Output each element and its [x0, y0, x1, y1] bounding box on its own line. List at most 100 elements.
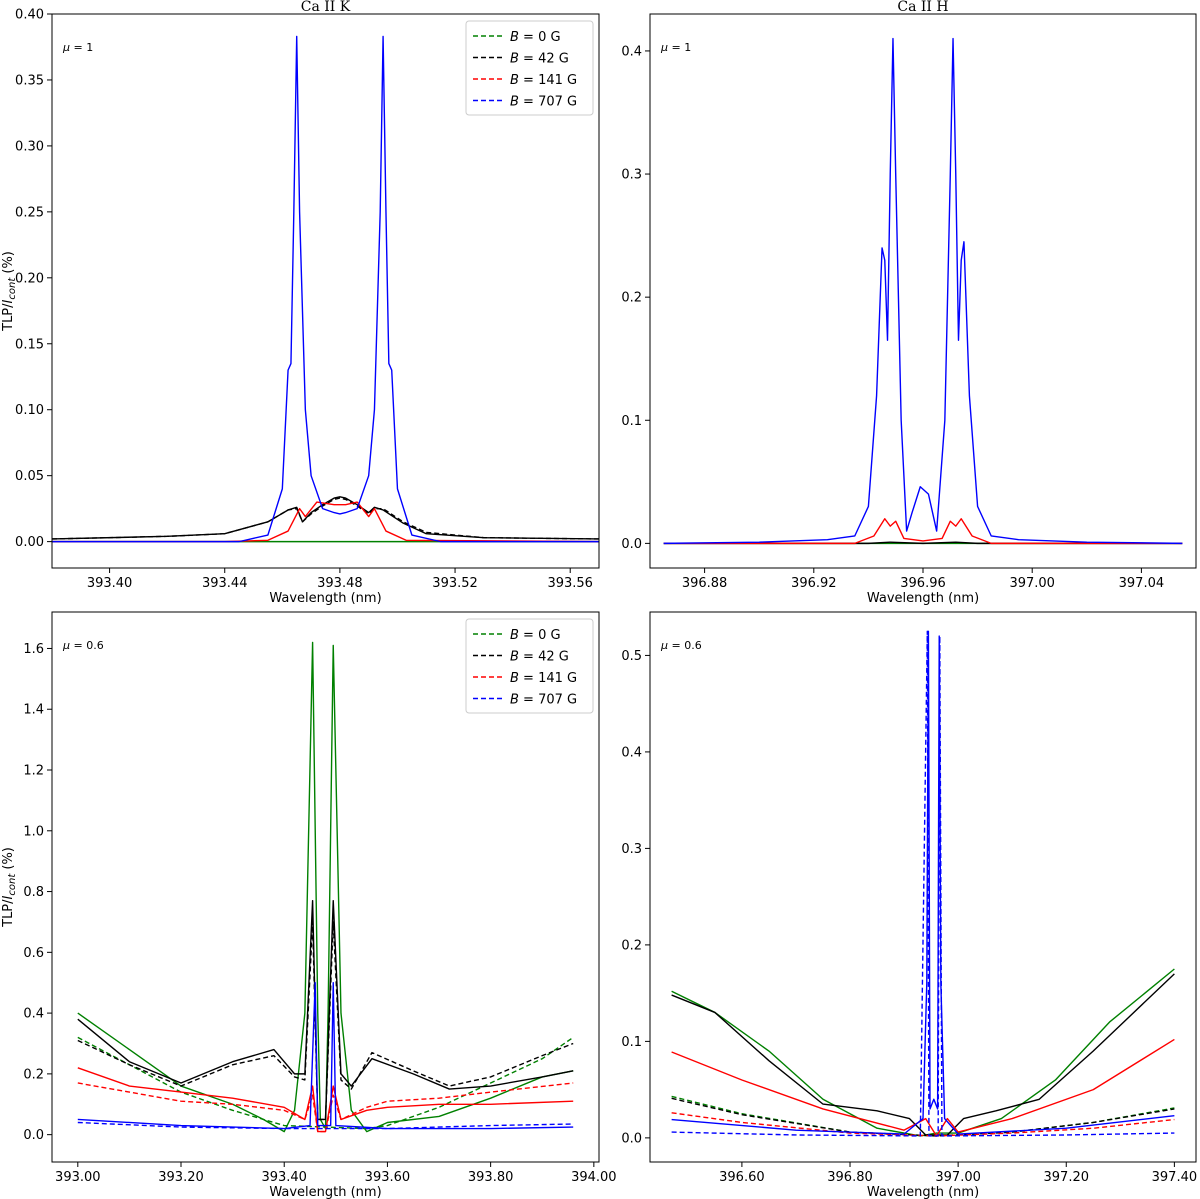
legend-entry-label: B = 707 G [510, 693, 577, 708]
y-tick-label: 0.15 [15, 337, 44, 352]
x-tick-label: 396.96 [900, 576, 946, 591]
x-axis-label: Wavelength (nm) [867, 591, 979, 606]
x-tick-label: 397.00 [1009, 576, 1055, 591]
series-group [671, 630, 1175, 1137]
axes-frame [51, 611, 600, 1163]
y-tick-label: 0.2 [621, 938, 642, 953]
series-group [52, 35, 599, 543]
x-tick-label: 393.56 [547, 576, 593, 591]
x-axis-label: Wavelength (nm) [867, 1185, 979, 1199]
legend-entry-label: B = 0 G [510, 628, 561, 643]
x-tick-label: 393.00 [55, 1170, 101, 1185]
chart-title: Ca II K [301, 0, 351, 15]
y-tick-label: 0.4 [621, 44, 642, 59]
panel-1: 393.40 393.44 393.48 393.52 393.56 0.00 0.05 0.… [1, 0, 600, 606]
x-axis-label: Wavelength (nm) [269, 1185, 381, 1199]
series-line-b-707-g [52, 35, 599, 543]
panel-3: 393.00 393.20 393.40 393.60 393.80 394.00 0.0 0… [1, 611, 617, 1199]
y-tick-label: 0.20 [15, 271, 44, 286]
x-tick-label: 393.60 [365, 1170, 411, 1185]
y-tick-label: 0.0 [23, 1128, 44, 1143]
y-tick-label: 0.2 [23, 1067, 44, 1082]
y-tick-label: 0.30 [15, 139, 44, 154]
series-line-b-42-g [663, 541, 1183, 545]
x-tick-label: 396.88 [682, 576, 728, 591]
panel-4: 396.60 396.80 397.00 397.20 397.40 0.0 0.1 0.2 0… [621, 611, 1198, 1199]
axes-frame [51, 13, 600, 569]
legend-entry-label: B = 141 G [510, 671, 577, 686]
mu-annotation: μ = 0.6 [62, 639, 104, 652]
y-tick-label: 0.10 [15, 403, 44, 418]
x-axis-label: Wavelength (nm) [269, 591, 381, 606]
legend-entry-label: B = 42 G [510, 52, 569, 67]
legend-entry-label: B = 0 G [510, 30, 561, 45]
series-line-b-707-g-dashed [77, 1121, 574, 1130]
y-tick-label: 0.40 [15, 8, 44, 23]
y-axis-label: TLP/Icont (%) [1, 847, 18, 928]
legend-frame [465, 618, 594, 714]
x-tick-label: 396.60 [719, 1170, 765, 1185]
series-line-b-42-g [77, 899, 574, 1121]
y-axis-label: TLP/Icont (%) [1, 251, 18, 332]
series-line-b-707-g [671, 630, 1175, 1135]
y-tick-label: 1.2 [23, 764, 44, 779]
x-tick-label: 393.40 [261, 1170, 307, 1185]
series-line-b-707-g-dashed [671, 630, 1175, 1137]
legend-entry-label: B = 141 G [510, 73, 577, 88]
x-tick-label: 397.04 [1119, 576, 1165, 591]
mu-annotation: μ = 1 [62, 41, 93, 54]
y-tick-label: 0.25 [15, 205, 44, 220]
y-tick-label: 0.5 [621, 649, 642, 664]
y-tick-label: 1.6 [23, 642, 44, 657]
series-group [663, 37, 1183, 545]
series-line-b-42-g-dashed [52, 497, 599, 540]
series-line-b-42-g [52, 496, 599, 540]
y-tick-label: 0.1 [621, 414, 642, 429]
series-line-b-141-g [52, 501, 599, 543]
legend-entry-label: B = 707 G [510, 95, 577, 110]
y-tick-label: 0.8 [23, 885, 44, 900]
series-line-b-141-g [671, 1038, 1175, 1137]
x-tick-label: 393.44 [202, 576, 248, 591]
chart-title: Ca II H [897, 0, 948, 15]
y-tick-label: 0.35 [15, 73, 44, 88]
y-tick-label: 0.3 [621, 842, 642, 857]
series-line-b-707-g [663, 37, 1183, 545]
x-tick-label: 393.20 [158, 1170, 204, 1185]
series-line-b-707-g [77, 982, 574, 1130]
axes-frame [649, 611, 1197, 1163]
y-tick-label: 0.00 [15, 535, 44, 550]
x-tick-label: 393.48 [317, 576, 363, 591]
x-tick-label: 396.92 [791, 576, 837, 591]
series-line-b-42-g-dashed [77, 921, 574, 1121]
series-line-b-0-g [77, 641, 574, 1133]
legend-frame [465, 20, 594, 116]
legend: B = 0 G B = 42 G B = 141 G B = 707 G [465, 618, 594, 714]
series-line-b-141-g [663, 518, 1183, 545]
series-group [77, 641, 574, 1133]
x-tick-label: 397.40 [1152, 1170, 1198, 1185]
x-tick-label: 393.80 [468, 1170, 514, 1185]
series-line-b-141-g-dashed [77, 1082, 574, 1133]
legend: B = 0 G B = 42 G B = 141 G B = 707 G [465, 20, 594, 116]
mu-annotation: μ = 1 [660, 41, 691, 54]
panel-2: 396.88 396.92 396.96 397.00 397.04 0.0 0.1 0.2 0… [621, 0, 1197, 606]
y-tick-label: 0.2 [621, 291, 642, 306]
x-tick-label: 396.80 [827, 1170, 873, 1185]
x-tick-label: 394.00 [571, 1170, 617, 1185]
y-tick-label: 0.4 [23, 1007, 44, 1022]
y-tick-label: 0.4 [621, 745, 642, 760]
x-tick-label: 397.00 [935, 1170, 981, 1185]
x-tick-label: 393.52 [432, 576, 478, 591]
y-tick-label: 0.0 [621, 537, 642, 552]
legend-entry-label: B = 42 G [510, 650, 569, 665]
x-tick-label: 397.20 [1044, 1170, 1090, 1185]
y-tick-label: 1.4 [23, 703, 44, 718]
y-tick-label: 0.1 [621, 1035, 642, 1050]
y-tick-label: 0.6 [23, 946, 44, 961]
x-tick-label: 393.40 [87, 576, 133, 591]
y-tick-label: 1.0 [23, 824, 44, 839]
y-tick-label: 0.0 [621, 1131, 642, 1146]
y-tick-label: 0.05 [15, 469, 44, 484]
y-tick-label: 0.3 [621, 168, 642, 183]
